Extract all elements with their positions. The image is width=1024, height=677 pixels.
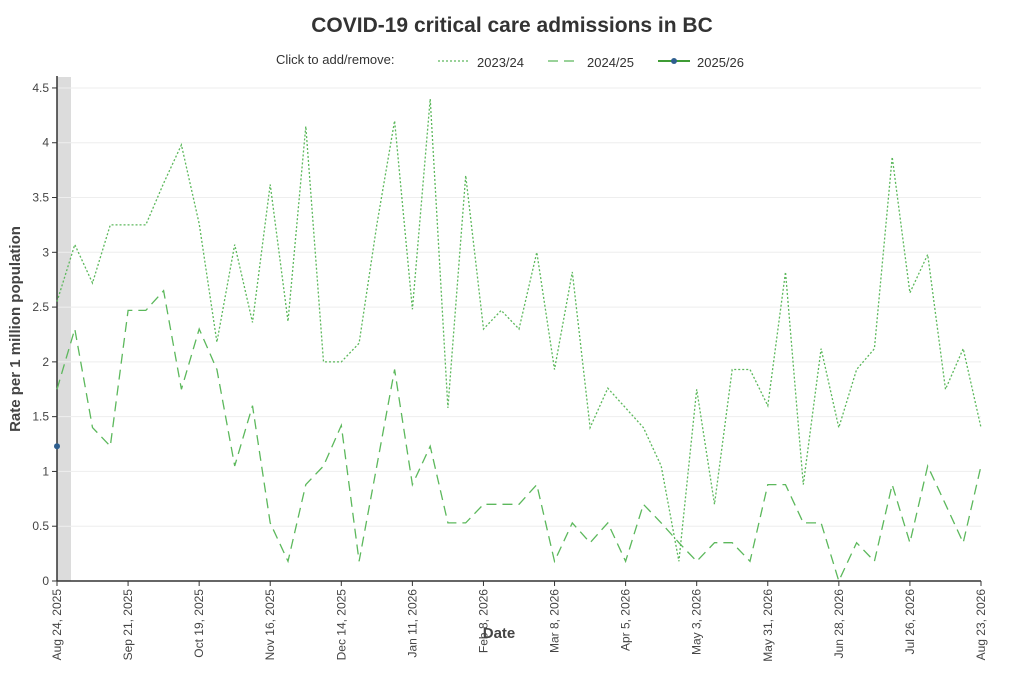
x-tick-label: May 3, 2026 [690,589,704,655]
series-line-1 [56,98,982,562]
x-tick-label: Mar 8, 2026 [548,589,562,653]
y-tick-label: 4 [42,136,49,150]
chart-title: COVID-19 critical care admissions in BC [311,14,713,37]
legend-label: 2025/26 [697,55,744,70]
series-line-2 [56,289,982,583]
x-axis-title: Date [483,625,516,642]
y-tick-label: 4.5 [32,81,49,95]
y-axis-title: Rate per 1 million population [7,226,24,432]
legend-swatch-dotted [438,60,470,62]
x-tick-label: Apr 5, 2026 [619,589,633,651]
x-tick-label: Jun 28, 2026 [832,589,846,659]
y-tick-label: 2.5 [32,300,49,314]
legend-item-series-2[interactable]: 2024/25 [548,52,648,72]
x-tick-label: Jul 26, 2026 [903,589,917,655]
y-tick-label: 3 [42,245,49,259]
x-tick-label: Jan 11, 2026 [405,589,419,658]
legend-label: 2024/25 [587,55,634,70]
data-point [54,443,60,450]
y-tick-label: 3.5 [32,191,49,205]
x-tick-label: Dec 14, 2025 [334,589,348,661]
current-week-band [57,77,71,581]
y-tick-label: 1.5 [32,410,49,424]
x-tick-label: Oct 19, 2025 [192,589,206,658]
y-tick-label: 0.5 [32,519,49,533]
legend-swatch-solid [658,58,690,64]
x-tick-label: Aug 24, 2025 [50,589,64,661]
x-tick-label: Sep 21, 2025 [121,589,135,661]
legend-swatch-dashed [548,60,580,62]
y-tick-label: 0 [42,574,49,588]
legend-item-series-1[interactable]: 2023/24 [438,52,538,72]
x-tick-label: Nov 16, 2025 [263,589,277,661]
x-tick-label: Aug 23, 2026 [974,589,988,661]
y-tick-label: 1 [42,464,49,478]
x-tick-label: Feb 8, 2026 [476,589,490,653]
legend-label: 2023/24 [477,55,524,70]
y-tick-label: 2 [42,355,49,369]
x-tick-label: May 31, 2026 [761,589,775,662]
legend-prompt: Click to add/remove: [276,52,395,67]
legend-item-series-3[interactable]: 2025/26 [658,52,758,72]
